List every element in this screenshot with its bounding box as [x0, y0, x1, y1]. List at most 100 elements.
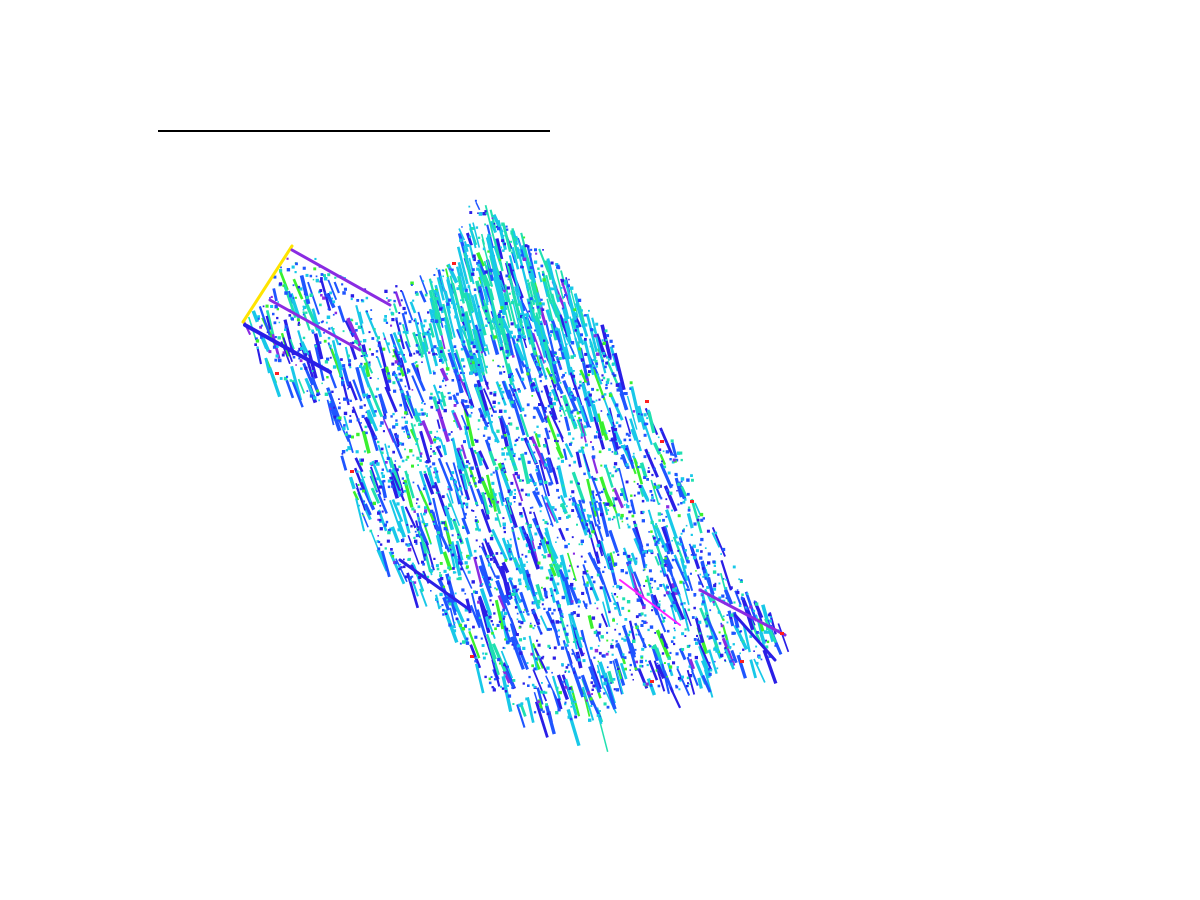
- speckle: [522, 563, 526, 567]
- speckle: [542, 273, 545, 276]
- speckle: [635, 557, 638, 560]
- speckle: [557, 361, 560, 363]
- speckle: [440, 577, 444, 581]
- speckle: [708, 583, 711, 586]
- speckle: [403, 354, 405, 356]
- speckle: [351, 341, 355, 345]
- streak: [590, 475, 603, 502]
- speckle: [464, 608, 469, 612]
- speckle: [616, 596, 619, 598]
- speckle: [523, 637, 526, 640]
- speckle: [518, 457, 521, 461]
- streak: [432, 497, 443, 536]
- speckle: [627, 633, 631, 637]
- speckle: [696, 634, 699, 637]
- speckle: [419, 455, 422, 458]
- speckle: [677, 482, 681, 486]
- speckle: [487, 576, 492, 581]
- speckle: [570, 701, 574, 705]
- streak: [268, 367, 282, 398]
- streak: [599, 476, 613, 507]
- speckle: [642, 605, 646, 610]
- speckle: [645, 682, 649, 686]
- speckle: [465, 349, 468, 352]
- speckle: [610, 682, 612, 684]
- speckle: [398, 372, 402, 376]
- speckle: [461, 313, 465, 317]
- speckle: [578, 416, 581, 420]
- streak: [456, 328, 462, 339]
- speckle: [700, 518, 704, 522]
- streak: [575, 451, 582, 468]
- speckle: [426, 414, 428, 417]
- speckle: [460, 449, 463, 452]
- streak: [511, 299, 523, 340]
- speckle: [684, 628, 687, 631]
- speckle: [574, 329, 577, 332]
- speckle: [501, 397, 504, 400]
- speckle: [611, 518, 614, 521]
- speckle: [495, 466, 499, 471]
- speckle: [654, 542, 658, 546]
- speckle: [506, 497, 510, 501]
- streak: [644, 448, 659, 478]
- speckle: [274, 336, 277, 339]
- speckle: [436, 470, 439, 473]
- speckle: [562, 484, 565, 487]
- speckle: [653, 467, 656, 470]
- streak: [522, 302, 533, 322]
- speckle: [394, 460, 397, 462]
- speckle: [320, 273, 324, 276]
- speckle: [464, 512, 467, 516]
- speckle: [472, 510, 475, 512]
- speckle: [573, 638, 576, 641]
- speckle: [512, 525, 515, 527]
- speckle: [421, 412, 425, 416]
- speckle: [375, 350, 379, 353]
- speckle: [477, 480, 481, 484]
- speckle: [713, 564, 716, 567]
- speckle: [390, 311, 393, 314]
- speckle: [525, 543, 529, 546]
- speckle: [442, 275, 444, 278]
- speckle: [428, 328, 431, 331]
- streak: [503, 667, 516, 689]
- speckle: [616, 388, 620, 392]
- speckle: [638, 413, 640, 415]
- speckle: [651, 473, 654, 477]
- speckle: [365, 411, 367, 414]
- streak: [476, 252, 485, 267]
- speckle: [409, 579, 412, 582]
- speckle: [313, 396, 317, 400]
- speckle: [286, 268, 291, 272]
- speckle: [603, 692, 606, 695]
- streak: [376, 356, 383, 369]
- speckle: [616, 623, 618, 625]
- speckle: [474, 556, 478, 560]
- speckle: [596, 714, 600, 717]
- speckle: [473, 258, 476, 262]
- speckle: [721, 594, 725, 598]
- speckle: [536, 525, 539, 528]
- speckle: [560, 341, 562, 344]
- speckle: [732, 643, 735, 646]
- speckle: [605, 387, 608, 390]
- speckle: [392, 372, 396, 376]
- speckle: [720, 624, 724, 628]
- speckle: [493, 393, 497, 397]
- speckle: [614, 470, 617, 473]
- speckle: [417, 517, 420, 519]
- speckle: [683, 528, 685, 531]
- speckle: [591, 498, 596, 503]
- speckle: [439, 605, 442, 608]
- speckle: [478, 387, 482, 391]
- speckle: [539, 302, 542, 305]
- speckle: [570, 441, 573, 444]
- speckle: [576, 598, 580, 602]
- speckle: [305, 273, 309, 277]
- speckle: [584, 323, 588, 327]
- speckle: [550, 564, 554, 568]
- speckle: [621, 637, 624, 640]
- speckle: [294, 296, 297, 299]
- streak: [369, 469, 378, 491]
